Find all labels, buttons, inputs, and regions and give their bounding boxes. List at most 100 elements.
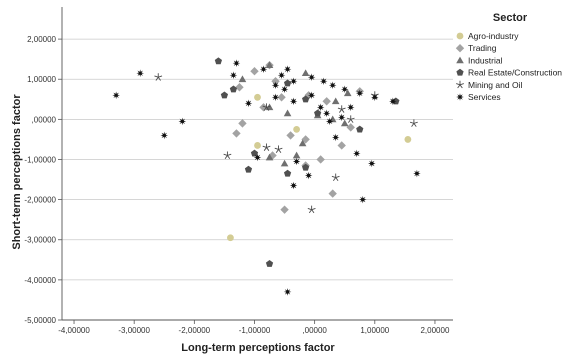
data-point (283, 288, 292, 296)
data-point (298, 139, 307, 147)
data-point (331, 173, 340, 182)
data-point (322, 109, 331, 118)
legend-marker (456, 68, 464, 76)
legend-label: Industrial (468, 55, 503, 65)
data-point (280, 159, 289, 167)
data-point (232, 59, 241, 67)
x-axis-title: Long-term perceptions factor (181, 342, 335, 354)
y-tick-label: -3,00000 (24, 236, 56, 245)
legend-label: Real Estate/Construction (468, 68, 562, 78)
data-point (280, 205, 289, 214)
legend-item: Services (456, 92, 501, 102)
data-point (238, 75, 247, 83)
y-tick-label: 2,00000 (27, 35, 56, 44)
data-point (265, 260, 274, 267)
y-tick-label: -5,00000 (24, 316, 56, 325)
data-point (358, 195, 367, 204)
data-point (331, 133, 340, 142)
x-tick-label: -2,00000 (179, 326, 211, 335)
legend-marker (456, 56, 464, 64)
data-point (271, 93, 280, 102)
data-point (112, 91, 120, 100)
data-point (289, 181, 298, 190)
data-point (254, 93, 261, 101)
data-point (301, 69, 310, 77)
data-point (343, 89, 352, 97)
data-point (316, 155, 325, 164)
data-point (223, 151, 232, 159)
data-point (254, 142, 261, 149)
data-point (371, 93, 379, 102)
data-point (229, 85, 238, 93)
data-points (112, 57, 421, 296)
data-point (346, 123, 355, 132)
grid-lines (62, 38, 453, 321)
data-point (160, 131, 169, 140)
data-point (154, 73, 163, 81)
data-point (340, 85, 349, 94)
data-point (232, 129, 241, 138)
data-point (367, 159, 376, 168)
legend-title: Sector (493, 12, 528, 24)
data-point (244, 99, 253, 108)
legend-item: Trading (455, 43, 497, 53)
data-point (235, 83, 244, 92)
data-point (259, 65, 268, 73)
data-point (283, 109, 292, 117)
legend-items: Agro-industry Trading Industrial Real Estat… (455, 31, 562, 102)
data-point (307, 205, 316, 214)
y-tick-label: 1,00000 (27, 75, 56, 84)
series-agro-industry (227, 93, 412, 242)
series-services (112, 59, 421, 296)
data-point (283, 79, 292, 87)
data-point (289, 77, 298, 86)
data-point (322, 97, 331, 106)
data-point (389, 97, 397, 106)
data-point (271, 81, 280, 90)
data-point (314, 109, 322, 117)
data-point (319, 77, 328, 86)
y-tick-label: -4,00000 (24, 276, 56, 285)
data-point (337, 141, 346, 150)
legend-label: Trading (468, 43, 497, 53)
data-point (356, 125, 364, 133)
data-point (325, 117, 334, 126)
legend-label: Services (468, 92, 501, 102)
data-point (244, 165, 253, 173)
data-point (304, 171, 313, 180)
data-point (316, 103, 325, 112)
data-point (250, 67, 259, 76)
data-point (136, 69, 144, 78)
data-point (328, 189, 337, 198)
data-point (307, 73, 316, 82)
data-point (340, 119, 349, 127)
data-point (265, 61, 274, 69)
data-point (292, 157, 301, 166)
legend-label: Agro-industry (468, 31, 519, 41)
data-point (283, 65, 292, 73)
data-point (283, 169, 292, 177)
data-point (277, 93, 286, 102)
data-point (331, 97, 340, 105)
data-point (346, 103, 355, 112)
legend-item: Agro-industry (456, 31, 519, 41)
legend-marker (456, 80, 464, 89)
data-point (250, 149, 259, 157)
y-tick-labels: -5,00000 -4,00000 -3,00000 -2,00000 -1,00000… (24, 35, 56, 325)
data-point (253, 153, 262, 162)
data-point (293, 125, 300, 133)
series-mining-and-oil (154, 73, 418, 214)
series-trading (232, 60, 364, 214)
data-point (355, 89, 364, 98)
legend: Sector Agro-industry Trading Industrial Rea… (455, 12, 562, 102)
data-point (337, 113, 346, 122)
data-point (262, 143, 271, 151)
data-point (238, 119, 247, 128)
data-point (307, 91, 316, 100)
data-point (413, 169, 421, 178)
x-tick-label: -1,00000 (239, 326, 271, 335)
x-tick-label: 2,00000 (420, 326, 449, 335)
data-point (214, 57, 223, 65)
x-tick-label: -3,00000 (118, 326, 150, 335)
